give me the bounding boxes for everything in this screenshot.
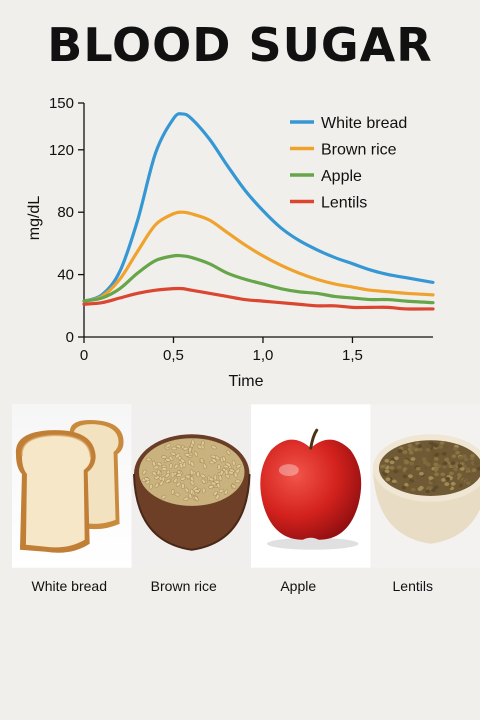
apple-icon (251, 404, 371, 568)
legend-label-lentils: Lentils (321, 195, 367, 212)
legend-label-white-bread: White bread (321, 115, 407, 132)
food-label-apple: Apple (280, 578, 317, 594)
y-tick-label: 150 (49, 95, 74, 112)
series-line-lentils (82, 286, 435, 311)
blood-sugar-chart: 0 40 80 120 150 0 0,5 1,0 1,5 Time mg/dL White brea… (26, 95, 435, 390)
food-item-brown-rice (131, 404, 251, 568)
y-tick-label: 40 (57, 267, 74, 284)
page-title: BLOOD SUGAR (47, 18, 433, 72)
brown-rice-icon (131, 404, 251, 568)
food-item-white-bread (12, 404, 132, 568)
food-label-lentils: Lentils (392, 578, 433, 594)
y-tick-label: 80 (57, 204, 74, 221)
food-item-apple (251, 404, 371, 568)
white-bread-icon (12, 404, 132, 568)
x-tick-label: 0,5 (163, 347, 184, 364)
legend-label-apple: Apple (321, 168, 362, 185)
food-photo-strip (12, 404, 480, 568)
series-line-apple (82, 253, 435, 305)
food-labels: White bread Brown rice Apple Lentils (12, 578, 470, 594)
y-axis-label: mg/dL (26, 196, 43, 241)
x-axis-label: Time (229, 373, 264, 390)
food-item-lentils (370, 404, 480, 568)
series-line-brown-rice (82, 210, 435, 303)
series-line-white-bread (82, 112, 435, 303)
x-tick-label: 1,5 (342, 347, 363, 364)
y-tick-label: 0 (66, 329, 74, 346)
legend-label-brown-rice: Brown rice (321, 142, 397, 159)
x-tick-label: 1,0 (253, 347, 274, 364)
lentils-icon (370, 404, 480, 568)
food-label-white-bread: White bread (31, 578, 107, 594)
food-label-brown-rice: Brown rice (150, 578, 217, 594)
y-tick-label: 120 (49, 142, 74, 159)
x-tick-label: 0 (80, 347, 88, 364)
